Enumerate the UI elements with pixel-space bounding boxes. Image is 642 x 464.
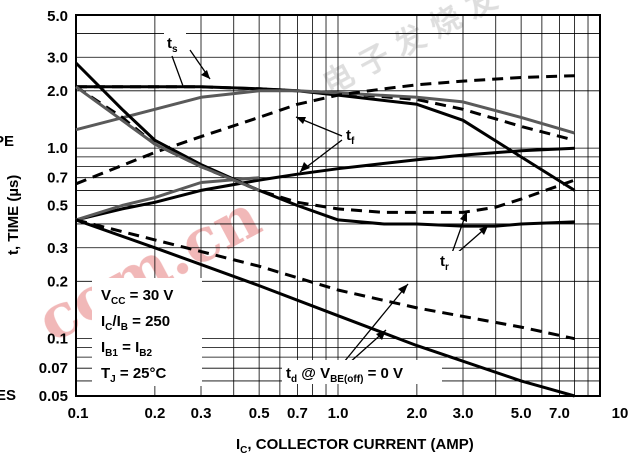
conditions-box: VCC = 30 V IC/IB = 250 IB1 = IB2 TJ = 25… [92, 278, 202, 386]
annotation-td: td @ VBE(off) = 0 V [282, 283, 442, 385]
annotation-tr: tr [434, 210, 489, 273]
tr-label-bg [434, 251, 462, 273]
tr-label: tr [440, 253, 449, 273]
curves [74, 61, 576, 398]
y-axis-label: t, TIME (µs) [5, 175, 22, 255]
ts-label: ts [167, 35, 178, 55]
td-label-bg [282, 360, 442, 384]
y-tick-label: 5.0 [47, 8, 68, 25]
x-tick-label: 0.3 [191, 405, 212, 422]
td-arrowhead-1 [398, 284, 408, 294]
condition-vcc: VCC = 30 V [101, 287, 173, 307]
x-tick-label: 0.2 [144, 405, 165, 422]
x-tick-label: 3.0 [453, 405, 474, 422]
y-tick-label: 0.05 [39, 388, 68, 405]
y-tick-label: 3.0 [47, 49, 68, 66]
left-edge-text-top: PE [0, 133, 14, 150]
x-tick-label: 0.5 [249, 405, 270, 422]
x-tick-label: 7.0 [549, 405, 570, 422]
condition-tj: TJ = 25°C [101, 365, 167, 385]
x-tick-label: 10 [612, 405, 629, 422]
ts-leader-1 [171, 55, 184, 87]
x-tick-labels: 0.1 0.2 0.3 0.5 0.7 1.0 2.0 3.0 5.0 7.0 10 [68, 405, 629, 422]
conditions-background [92, 278, 202, 386]
y-tick-label: 1.0 [47, 140, 68, 157]
series-tdec2-dashed [75, 85, 576, 214]
y-tick-label: 0.3 [47, 240, 68, 257]
series-tf-solid [75, 89, 576, 135]
ts-arrowhead [201, 70, 210, 79]
tf-label: tf [346, 127, 355, 147]
td-label: td @ VBE(off) = 0 V [286, 365, 403, 385]
tr-arrowhead-2 [479, 226, 488, 235]
annotation-tf: tf [295, 116, 355, 173]
y-tick-labels: 5.0 3.0 2.0 1.0 0.7 0.5 0.3 0.2 0.1 0.07 0.05 [39, 8, 68, 405]
tf-arrowhead-1 [296, 117, 306, 124]
x-axis-label: IC, COLLECTOR CURRENT (AMP) [236, 436, 474, 456]
tr-arrowhead-1 [460, 211, 467, 222]
condition-ic-ib: IC/IB = 250 [101, 313, 170, 333]
series-td-solid [75, 218, 576, 398]
series-tdec3-gray [75, 85, 260, 192]
td-leader-1 [343, 283, 409, 363]
series-ttop-solid [75, 146, 575, 222]
annotation-ts: ts [164, 33, 211, 87]
x-tick-label: 1.0 [328, 405, 349, 422]
series-ts-solid [76, 85, 576, 192]
y-tick-label: 0.7 [47, 170, 68, 187]
plot-frame [75, 14, 601, 397]
series-tdec1-solid [74, 61, 575, 228]
x-tick-label: 0.1 [68, 405, 89, 422]
y-tick-label: 0.2 [47, 273, 68, 290]
x-tick-label: 2.0 [406, 405, 427, 422]
y-tick-label: 0.5 [47, 198, 68, 215]
series-tf-dashed [75, 74, 575, 186]
series-tr-gray-up [75, 176, 260, 222]
y-tick-label: 0.07 [39, 360, 68, 377]
x-tick-label: 0.7 [287, 405, 308, 422]
left-edge-text-bottom: ES [0, 387, 16, 404]
y-tick-label: 0.1 [47, 331, 68, 348]
y-tick-label: 2.0 [47, 83, 68, 100]
tf-arrowhead-2 [300, 162, 310, 172]
series-td-dashed [75, 218, 575, 341]
ts-label-bg [164, 33, 186, 55]
x-tick-label: 5.0 [511, 405, 532, 422]
condition-ib1-ib2: IB1 = IB2 [101, 339, 152, 359]
td-arrowhead-2 [376, 330, 386, 340]
